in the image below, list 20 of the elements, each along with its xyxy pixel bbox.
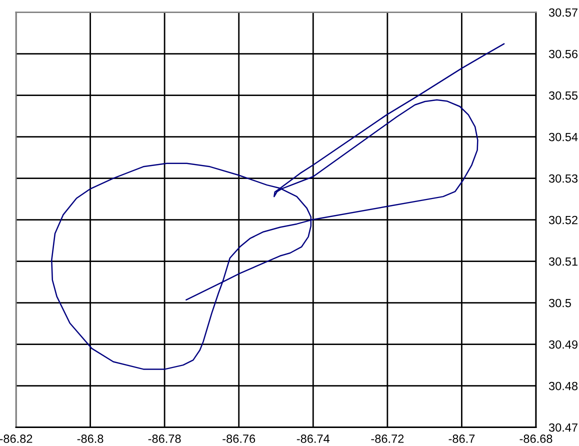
- x-tick-label: -86.7: [448, 434, 475, 443]
- y-tick-label: 30.49: [548, 340, 578, 349]
- x-tick-label: -86.78: [148, 434, 181, 443]
- y-tick-label: 30.56: [548, 50, 578, 58]
- y-tick-label: 30.5: [548, 298, 571, 308]
- x-tick-label: -86.72: [371, 434, 404, 443]
- line-series: [51, 43, 505, 370]
- y-tick-label: 30.53: [548, 174, 578, 183]
- y-tick-label: 30.55: [548, 91, 578, 100]
- x-tick-label: -86.76: [222, 434, 256, 443]
- y-tick-label: 30.57: [548, 8, 578, 17]
- x-tick-label: -86.8: [77, 434, 104, 443]
- y-tick-label: 30.54: [548, 132, 578, 142]
- x-tick-label: -86.82: [0, 434, 32, 443]
- x-tick-label: -86.74: [296, 434, 330, 443]
- y-tick-label: 30.51: [548, 257, 578, 266]
- y-tick-label: 30.52: [548, 216, 578, 224]
- y-tick-label: 30.47: [548, 423, 578, 432]
- y-tick-label: 30.48: [548, 382, 578, 390]
- x-tick-label: -86.68: [520, 434, 552, 443]
